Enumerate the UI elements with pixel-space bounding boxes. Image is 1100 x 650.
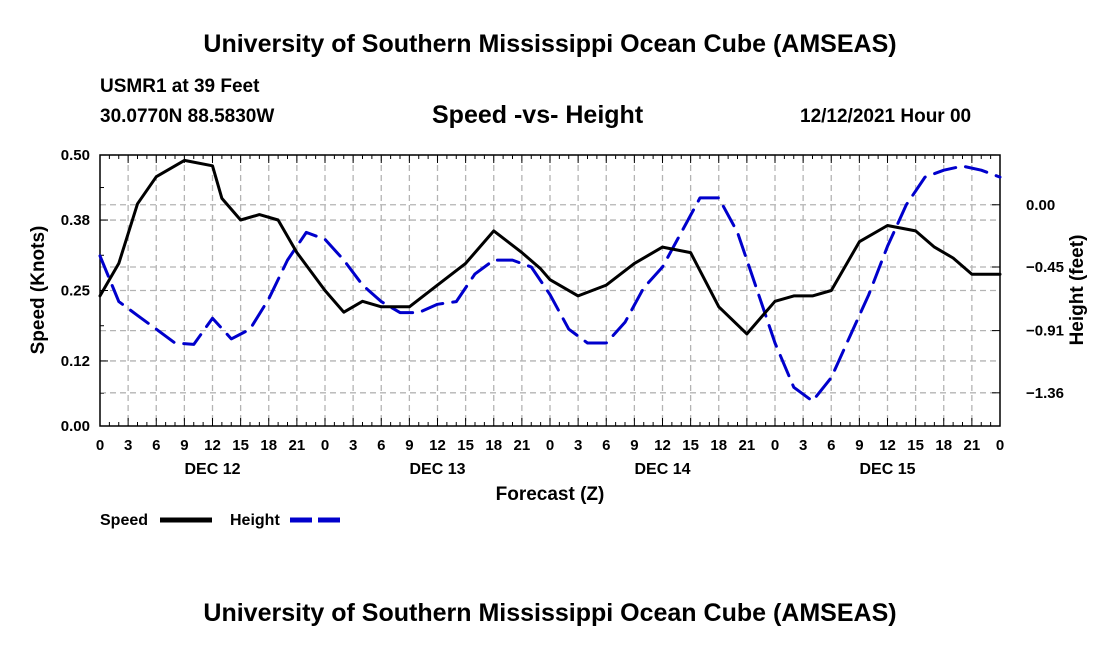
x-tick-label: 15: [232, 437, 249, 454]
coordinates-label: 30.0770N 88.5830W: [100, 106, 275, 127]
y2-axis-title: Height (feet): [1067, 235, 1088, 346]
x-tick-label: 0: [96, 437, 104, 454]
x-tick-label: 6: [377, 437, 385, 454]
y-tick-label: 0.25: [61, 283, 90, 300]
x-tick-label: 12: [879, 437, 896, 454]
x-tick-label: 21: [289, 437, 306, 454]
x-tick-label: 21: [514, 437, 531, 454]
forecast-datetime: 12/12/2021 Hour 00: [800, 106, 972, 127]
x-tick-label: 18: [710, 437, 727, 454]
y2-tick-label: 0.00: [1026, 197, 1055, 214]
x-tick-label: 21: [739, 437, 756, 454]
chart-title: Speed -vs- Height: [432, 101, 644, 129]
x-tick-label: 15: [682, 437, 699, 454]
legend-speed-label: Speed: [100, 512, 148, 529]
day-label: DEC 14: [634, 461, 690, 478]
x-tick-label: 9: [405, 437, 413, 454]
y2-tick-label: −0.45: [1026, 259, 1064, 276]
y2-tick-label: −0.91: [1026, 323, 1064, 340]
x-tick-label: 6: [152, 437, 160, 454]
x-tick-label: 0: [996, 437, 1004, 454]
x-tick-label: 12: [654, 437, 671, 454]
series-line-speed: [98, 158, 1002, 336]
x-tick-label: 0: [771, 437, 779, 454]
x-tick-label: 9: [855, 437, 863, 454]
legend-height-label: Height: [230, 512, 280, 529]
x-tick-label: 6: [602, 437, 610, 454]
series-line-height: [98, 164, 1002, 403]
x-tick-label: 18: [260, 437, 277, 454]
x-tick-label: 18: [485, 437, 502, 454]
x-tick-label: 9: [180, 437, 188, 454]
x-tick-label: 9: [630, 437, 638, 454]
y2-tick-label: −1.36: [1026, 385, 1064, 402]
x-tick-label: 3: [799, 437, 807, 454]
x-tick-label: 15: [907, 437, 924, 454]
x-axis-title: Forecast (Z): [496, 484, 605, 505]
x-tick-label: 0: [321, 437, 329, 454]
x-tick-label: 3: [574, 437, 582, 454]
x-tick-label: 12: [204, 437, 221, 454]
main-title: University of Southern Mississippi Ocean…: [203, 30, 897, 58]
x-tick-label: 6: [827, 437, 835, 454]
y-tick-label: 0.38: [61, 212, 90, 229]
x-tick-label: 0: [546, 437, 554, 454]
x-tick-label: 12: [429, 437, 446, 454]
x-tick-label: 21: [964, 437, 981, 454]
x-tick-label: 15: [457, 437, 474, 454]
day-label: DEC 15: [859, 461, 915, 478]
footer-title: University of Southern Mississippi Ocean…: [203, 599, 897, 627]
x-tick-label: 18: [935, 437, 952, 454]
day-label: DEC 12: [184, 461, 240, 478]
y-axis-title: Speed (Knots): [28, 226, 49, 355]
station-label: USMR1 at 39 Feet: [100, 76, 260, 97]
x-tick-label: 3: [124, 437, 132, 454]
plot-frame: [99, 154, 1001, 427]
y-tick-label: 0.50: [61, 147, 90, 164]
y-tick-label: 0.00: [61, 418, 90, 435]
x-tick-label: 3: [349, 437, 357, 454]
y-tick-label: 0.12: [61, 353, 90, 370]
day-label: DEC 13: [409, 461, 465, 478]
